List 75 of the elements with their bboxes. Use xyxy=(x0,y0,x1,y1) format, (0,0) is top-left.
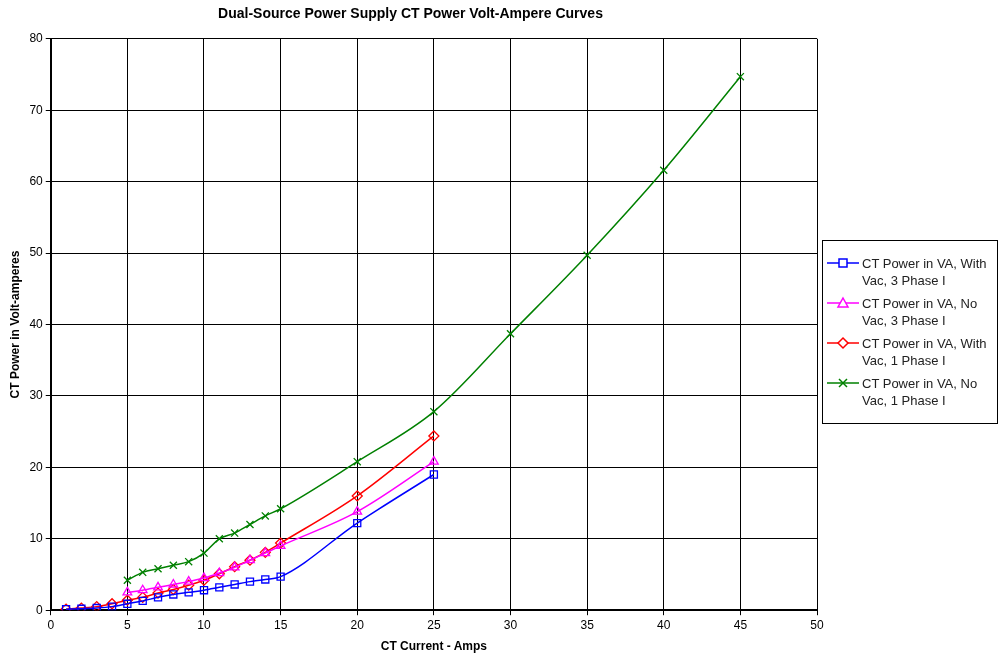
x-tick-label: 30 xyxy=(503,617,518,632)
point xyxy=(428,430,440,442)
x-tick-label: 25 xyxy=(427,617,441,632)
point xyxy=(153,564,163,573)
point xyxy=(245,520,255,529)
point xyxy=(276,572,285,581)
point xyxy=(261,575,270,584)
point xyxy=(215,583,224,592)
x-tick-label: 40 xyxy=(657,617,671,632)
point xyxy=(138,596,147,606)
point xyxy=(168,578,179,588)
point xyxy=(184,588,193,597)
point xyxy=(106,598,118,610)
legend-label: CT Power in VA, No Vac, 3 Phase I xyxy=(862,295,979,329)
y-tick-label: 20 xyxy=(29,459,44,474)
x-tick-label: 5 xyxy=(124,617,132,632)
legend-label: CT Power in VA, With Vac, 3 Phase I xyxy=(862,255,988,289)
x-tick-label: 20 xyxy=(350,617,365,632)
point xyxy=(198,574,210,586)
x-tick-label: 10 xyxy=(197,617,211,632)
y-tick-label: 70 xyxy=(29,102,44,117)
y-tick-label: 50 xyxy=(29,245,44,260)
point xyxy=(153,581,163,591)
y-tick-label: 30 xyxy=(29,388,44,403)
x-tick-label: 15 xyxy=(273,617,288,632)
point xyxy=(506,329,515,338)
y-tick-label: 10 xyxy=(29,531,44,546)
chart-title: Dual-Source Power Supply CT Power Volt-Ampere Curves xyxy=(218,5,604,22)
point xyxy=(152,587,164,599)
point xyxy=(199,586,209,595)
point xyxy=(167,583,179,596)
y-axis-title: CT Power in Volt-amperes xyxy=(7,250,22,399)
y-tick-label: 60 xyxy=(29,173,44,188)
x-tick-label: 45 xyxy=(733,617,748,632)
point xyxy=(276,504,285,513)
point xyxy=(122,586,133,596)
point xyxy=(352,505,363,515)
point xyxy=(230,528,239,538)
point xyxy=(736,72,745,81)
y-tick-label: 80 xyxy=(29,31,44,46)
point xyxy=(199,572,209,582)
y-tick-label: 0 xyxy=(36,602,44,617)
x-tick-label: 50 xyxy=(810,617,824,632)
point xyxy=(138,568,147,577)
point xyxy=(153,593,163,602)
point xyxy=(184,557,193,566)
point xyxy=(199,548,209,558)
legend-label: CT Power in VA, No Vac, 1 Phase I xyxy=(862,375,979,409)
point xyxy=(659,166,668,175)
point xyxy=(121,594,134,606)
x-axis-title: CT Current - Amps xyxy=(380,639,488,654)
point xyxy=(169,561,178,570)
point xyxy=(428,455,439,465)
point xyxy=(429,470,439,479)
point xyxy=(230,580,239,589)
point xyxy=(429,407,439,416)
point xyxy=(107,602,117,611)
point xyxy=(245,577,255,586)
point xyxy=(582,251,592,260)
point xyxy=(123,599,132,608)
point xyxy=(351,490,363,502)
point xyxy=(215,534,224,543)
x-tick-label: 35 xyxy=(580,617,595,632)
point xyxy=(137,591,149,603)
x-tick-label: 0 xyxy=(47,617,55,632)
point xyxy=(123,576,132,585)
point xyxy=(261,511,270,521)
point xyxy=(183,579,195,591)
point xyxy=(183,575,194,585)
point xyxy=(169,590,178,599)
point xyxy=(353,518,362,528)
point xyxy=(137,584,148,594)
point xyxy=(353,457,362,466)
y-tick-label: 40 xyxy=(29,316,44,331)
legend-label: CT Power in VA, With Vac, 1 Phase I xyxy=(862,335,988,369)
